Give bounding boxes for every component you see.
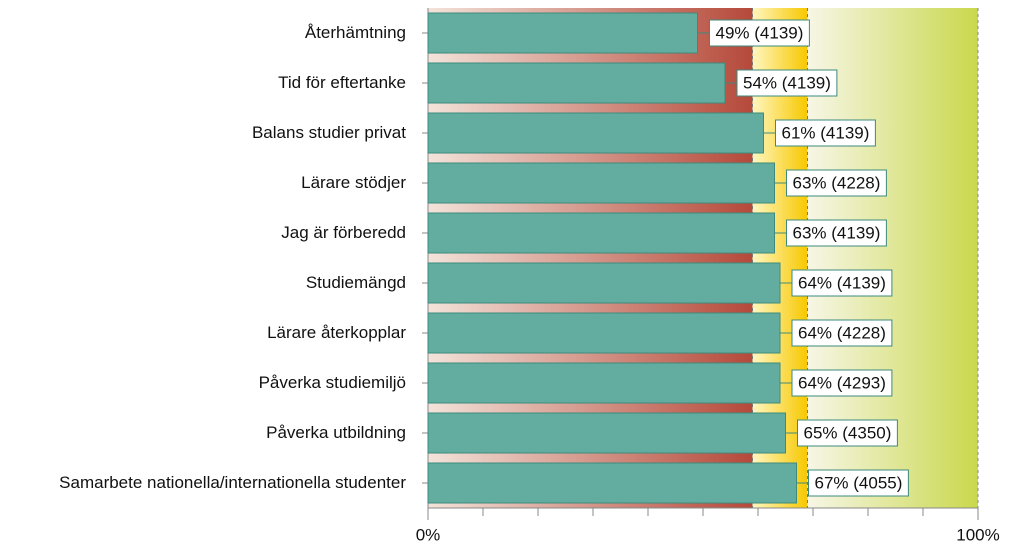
bar: [427, 162, 775, 204]
value-label-box: [786, 219, 887, 247]
bar: [427, 412, 786, 454]
bar: [427, 62, 726, 104]
value-label: 61% (4139): [782, 123, 870, 142]
category-label: Lärare stödjer: [301, 173, 406, 192]
x-tick-label: 100%: [956, 525, 999, 544]
category-label: Tid för eftertanke: [278, 73, 406, 92]
value-label-box: [791, 369, 893, 397]
value-label-box: [797, 419, 898, 447]
value-label-box: [709, 19, 810, 47]
value-label-box: [808, 469, 909, 497]
category-label: Påverka utbildning: [266, 423, 406, 442]
bar: [427, 362, 781, 404]
value-label-box: [791, 319, 893, 347]
value-label-box: [791, 269, 893, 297]
category-label: Återhämtning: [304, 23, 406, 42]
value-label: 64% (4228): [798, 323, 886, 342]
x-tick-label: 0%: [416, 525, 441, 544]
category-label: Påverka studiemiljö: [258, 373, 406, 392]
bar: [427, 262, 781, 304]
category-label: Studiemängd: [305, 273, 406, 292]
value-label: 54% (4139): [743, 73, 831, 92]
value-label-box: [736, 69, 838, 97]
category-label: Lärare återkopplar: [267, 323, 406, 342]
value-label: 67% (4055): [815, 473, 903, 492]
value-label: 64% (4139): [798, 273, 886, 292]
bar: [427, 462, 797, 504]
bar: [427, 12, 698, 54]
value-label: 63% (4139): [793, 223, 881, 242]
category-label: Samarbete nationella/internationella stu…: [59, 473, 406, 492]
value-label-box: [786, 169, 887, 197]
value-label: 63% (4228): [793, 173, 881, 192]
bar: [427, 212, 775, 254]
value-label: 49% (4139): [716, 23, 804, 42]
bar: [427, 312, 781, 354]
bar: [427, 112, 764, 154]
category-label: Balans studier privat: [251, 123, 406, 142]
category-label: Jag är förberedd: [281, 223, 406, 242]
value-label-box: [775, 119, 876, 147]
value-label: 64% (4293): [798, 373, 886, 392]
value-label: 65% (4350): [804, 423, 892, 442]
